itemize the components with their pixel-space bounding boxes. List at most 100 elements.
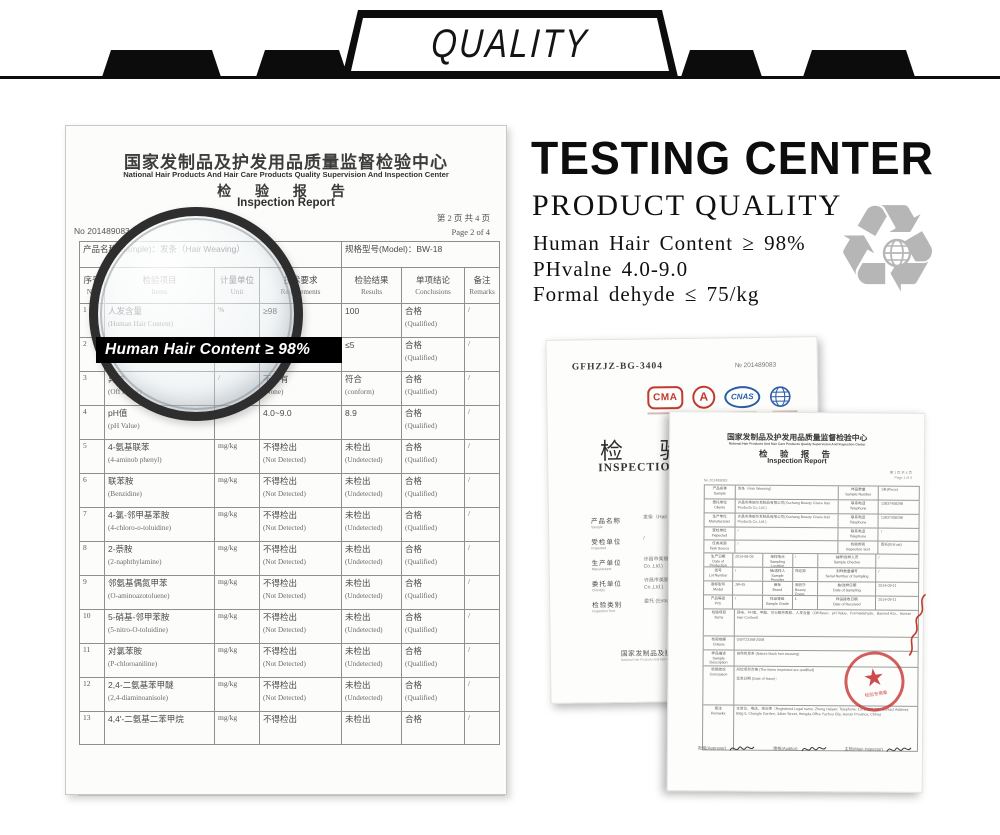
table-row: 8 2-萘胺 (2-naphthylamine) mg/kg 不得检出 (Not Dete… xyxy=(79,541,501,576)
row-number: 9 xyxy=(79,575,105,610)
column-header: 单项结论 Conclusions xyxy=(401,267,466,304)
cert-cell-value: 许昌市美丽莎发制品有限公司(Xuchang Beauty Grace Hair … xyxy=(734,499,838,514)
cert-title-en: National Hair Products And Hair Care Pro… xyxy=(728,441,866,447)
cert-cell-label: 产品名称 Sample xyxy=(712,486,727,496)
table-row: 5 4-氨基联苯 (4-aminob phenyl) mg/kg 不得检出 (Not De… xyxy=(79,439,501,474)
ribbon-tab-3 xyxy=(681,50,762,77)
quality-banner: QUALITY xyxy=(342,10,678,77)
cert-cell-label: 检验类别 Inspection Sort xyxy=(837,541,878,554)
ribbon-tab-4 xyxy=(803,50,915,77)
row-number: 5 xyxy=(79,439,105,474)
cert-cell-value: 13837408298 xyxy=(877,500,919,514)
product-quality-subtitle: PRODUCT QUALITY xyxy=(532,189,843,222)
cert-cell-label: 受检单位 Inspected xyxy=(711,528,728,538)
highlight-banner: Human Hair Content ≥ 98% xyxy=(96,337,342,363)
page-indicator: 第 2 页 共 4 页 Page 2 of 4 xyxy=(436,213,490,237)
recycle-icon: ♻ xyxy=(833,188,973,318)
cert-cell-label: 检验结论 Conclusion xyxy=(709,667,728,677)
signature-icon xyxy=(886,747,912,752)
cert-cell-value: 2014-08-09 xyxy=(732,553,763,567)
cert-heading-en: Inspection Report xyxy=(767,457,827,466)
cert-cell-label: 检验依据 Criteria xyxy=(711,637,726,647)
table-row: 6 联苯胺 (Benzidine) mg/kg 不得检出 (Not Detected) 未检… xyxy=(79,473,501,508)
table-row: 13 4,4'-二氨基二苯甲烷 mg/kg 不得检出 未检出 合格 / xyxy=(79,711,501,745)
cert-cell-label: 采样地点 Sampling Location xyxy=(762,553,793,567)
globe-icon xyxy=(882,238,912,268)
star-icon: ★ xyxy=(861,662,887,693)
spec-formaldehyde: Formal dehyde ≤ 75/kg xyxy=(533,282,760,306)
cert-number: No 201489083 xyxy=(703,478,728,483)
cert-row: 生产单位 Manufacturer 许昌市美丽莎发制品有限公司(Xuchang B… xyxy=(704,512,919,528)
cert-cell-value: 13837408298 xyxy=(877,514,919,528)
round-seal-icon xyxy=(769,385,791,407)
cert-cell-value: 1条(Piece) xyxy=(878,486,919,500)
signature-slot: 批准(Approver) xyxy=(698,742,755,754)
quality-banner-title: QUALITY xyxy=(429,22,591,66)
report-title-cn: 国家发制品及护发用品质量监督检验中心 xyxy=(124,153,448,172)
cert-row: 批号 Lot Number / 抽/送样人 Sample Provider 郑迎源 封样… xyxy=(704,566,919,582)
cert-cell-value: 2014-09-11 xyxy=(875,596,918,610)
report-heading-cn: 检 验 报 告 xyxy=(217,183,355,199)
cert-cell-label: 样品描述 Sample Description xyxy=(709,651,728,665)
cert-cell-label: 委托单位 Clients xyxy=(712,500,727,510)
signature-slot: 审核(Auditor) xyxy=(773,743,827,755)
cert-cell-value: 委托(Entrust) xyxy=(877,541,919,554)
cert-row: 商标型号 Model JW-45 商标 Brand 美丽莎 Beauty Grace 抽… xyxy=(704,580,919,596)
cert-cell-value: / xyxy=(734,527,838,541)
row-number: 8 xyxy=(79,541,105,576)
row-number: 7 xyxy=(79,507,105,542)
row-number: 4 xyxy=(79,405,105,440)
signature-row: 批准(Approver) 审核(Auditor) 主检(Main inspector… xyxy=(698,742,912,755)
cert-cell-value: / xyxy=(734,540,838,554)
cert-cell-label: 封样数量编号 Serial Number of Sampling xyxy=(817,568,876,582)
ribbon-line xyxy=(0,76,1000,79)
column-header: 备注 Remarks xyxy=(464,267,501,304)
row-number: 13 xyxy=(79,711,105,745)
cert-cell-label: 任务来源 Task Source xyxy=(709,541,730,551)
table-row: 7 4-氯-邻甲基苯胺 (4-chloro-o-toluidine) mg/kg 不得检… xyxy=(79,507,501,542)
cert-row: 受检单位 Inspected / 联系电话 Telephone / xyxy=(704,526,919,541)
accreditation-seals: CMA A CNAS xyxy=(647,384,791,410)
cert-cell-value: / xyxy=(875,554,919,568)
cma-seal-icon: CMA xyxy=(647,385,684,410)
cert-cell-label: 生产单位 Manufacturer xyxy=(708,514,731,524)
cert-cell-label: 商标型号 Model xyxy=(710,582,726,592)
signature-icon xyxy=(729,746,755,751)
cert-cell-label: 检验项目 Items xyxy=(711,610,727,620)
cert-cell-value: 1 xyxy=(791,595,818,610)
cert-cell-value: 许昌市美丽莎发制品有限公司(Xuchang Beauty Grace Hair … xyxy=(734,513,838,528)
cert-cell-value: GB/T23168-2008 xyxy=(733,636,918,651)
row-number: 3 xyxy=(79,371,105,406)
cert-cell-value: 美丽莎 Beauty Grace xyxy=(791,581,818,596)
report-number: No 201489083 xyxy=(74,226,130,236)
certificate-code: GFHZJZ-BG-3404 xyxy=(571,361,663,373)
cert-cell-value: / xyxy=(791,553,818,568)
model-label: 规格型号(Model)：BW-18 xyxy=(341,241,501,268)
spec-ph-value: PHvalne 4.0-9.0 xyxy=(533,257,689,281)
cert-page-indicator: 第 1 页 共 4 页 Page 1 of 4 xyxy=(889,470,912,480)
a-seal-icon: A xyxy=(692,385,716,409)
table-row: 11 对氯苯胺 (P-chloroaniline) mg/kg 不得检出 (Not Det… xyxy=(79,643,501,678)
ribbon-tab-1 xyxy=(102,50,221,77)
cert-row: 检验依据 Criteria GB/T23168-2008 xyxy=(703,635,918,651)
cert-cell-label: 联系电话 Telephone xyxy=(837,500,879,514)
cert-row: 生产日期 Date of Production 2014-08-09 采样地点 Sa… xyxy=(704,552,919,568)
cert-row: 检验项目 Items 异味、PH值、甲醛、可分解芳香胺、人发含量（Off-flav… xyxy=(703,608,918,637)
row-number: 6 xyxy=(79,473,105,508)
inspection-report-page1: 国家发制品及护发用品质量监督检验中心 National Hair Product… xyxy=(666,411,926,793)
cert-cell-value: / xyxy=(731,567,763,581)
cert-cell-value: / xyxy=(877,528,919,541)
cert-cell-label: 联系电话 Telephone xyxy=(837,514,878,528)
signature-icon xyxy=(801,746,827,752)
cert-cell-label: 样品数量 Sample Number xyxy=(837,486,879,500)
cert-cell-label: 抽/送样日期 Date of Sampling xyxy=(817,582,876,596)
cert-row: 任务来源 Task Source / 检验类别 Inspection Sort 委托(… xyxy=(704,539,919,554)
cert-cell-label: 样品等级 Sample Grade xyxy=(761,595,792,609)
row-number: 12 xyxy=(79,677,105,712)
magnifier-lens xyxy=(89,207,303,421)
table-row: 10 5-硝基-邻甲苯胺 (5-nitro-O-toluidine) mg/kg 不得检… xyxy=(79,609,501,644)
testing-center-title: TESTING CENTER xyxy=(531,132,934,184)
cnas-seal-icon: CNAS xyxy=(724,385,761,408)
